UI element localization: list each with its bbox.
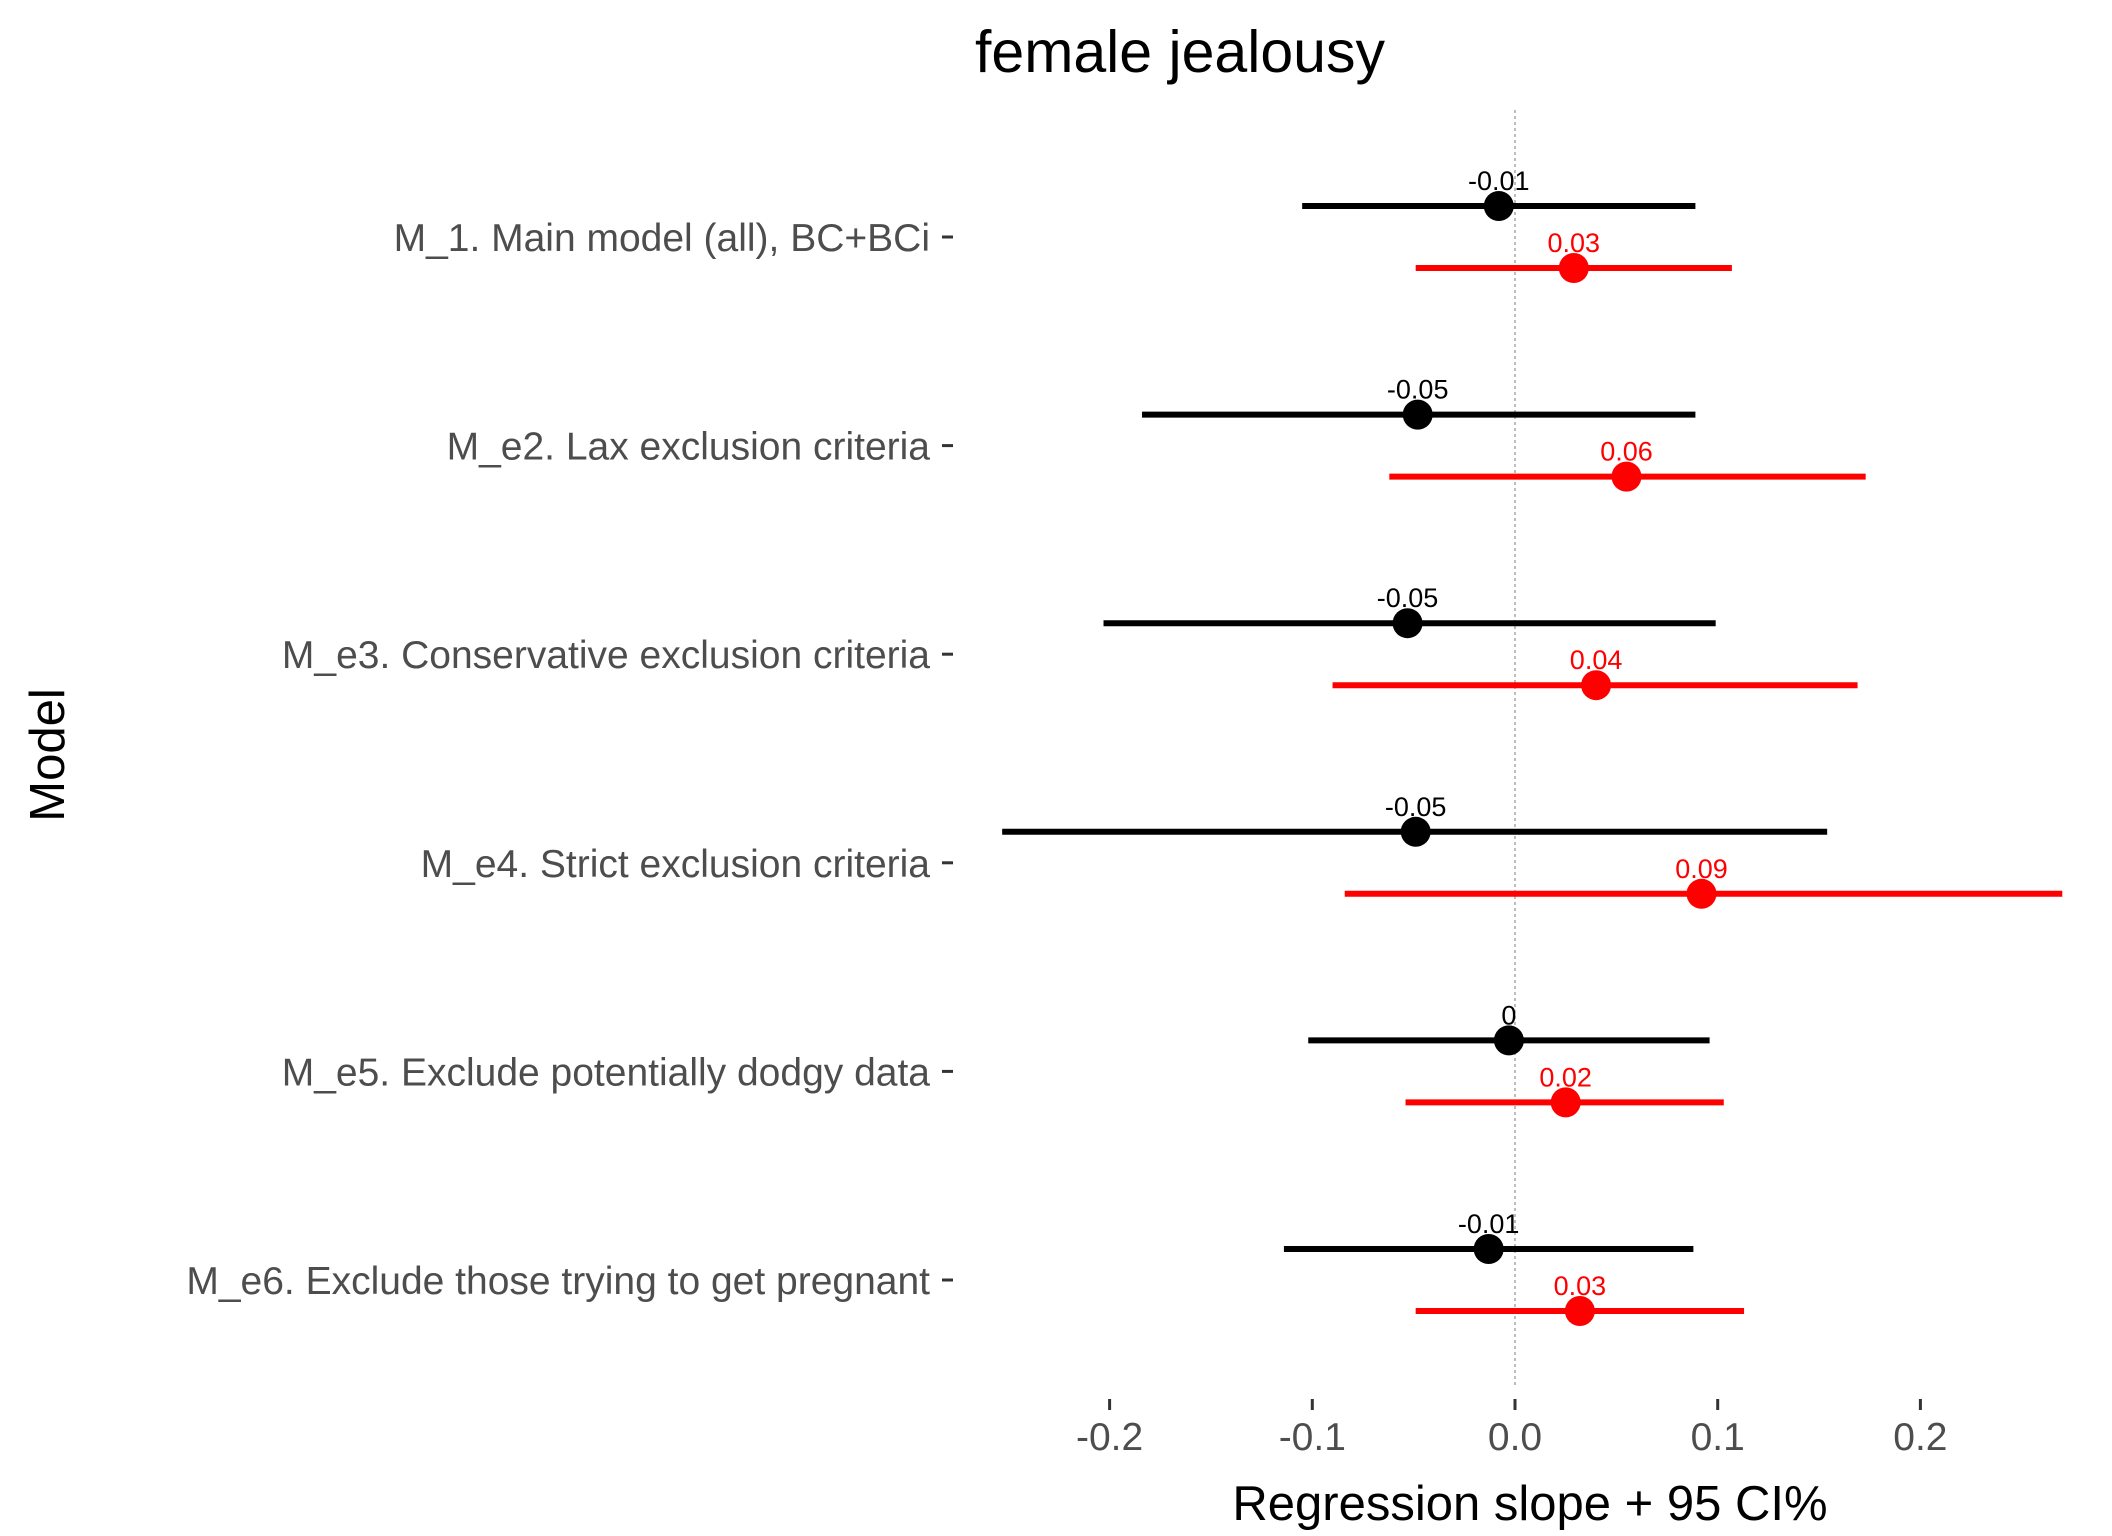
point-estimate xyxy=(1564,1296,1595,1326)
category-label: M_e3. Conservative exclusion criteria xyxy=(282,634,930,677)
point-estimate xyxy=(1392,608,1423,639)
data-label: -0.05 xyxy=(1385,792,1447,822)
point-estimate xyxy=(1581,670,1612,701)
data-label: -0.05 xyxy=(1377,583,1439,613)
x-tick-label: -0.2 xyxy=(1076,1416,1143,1459)
data-label: -0.01 xyxy=(1468,166,1530,196)
data-label: 0.03 xyxy=(1548,228,1601,258)
x-tick-label: 0.1 xyxy=(1691,1416,1745,1459)
y-axis-title: Model xyxy=(21,688,75,821)
category-label: M_e5. Exclude potentially dodgy data xyxy=(282,1051,931,1094)
point-estimate xyxy=(1493,1025,1524,1056)
x-tick-label: 0.2 xyxy=(1893,1416,1947,1459)
point-estimate xyxy=(1686,878,1717,909)
category-label: M_e6. Exclude those trying to get pregna… xyxy=(186,1260,930,1303)
data-label: 0.02 xyxy=(1539,1062,1592,1092)
data-label: 0.09 xyxy=(1675,854,1728,884)
data-label: 0.06 xyxy=(1600,437,1653,467)
x-tick-label: 0.0 xyxy=(1488,1416,1542,1459)
series-2: 0.03 0.06 0.04 0.09 0.02 0.03 xyxy=(1332,228,2063,1326)
series-1: -0.01 -0.05 -0.05 -0.05 0 -0.01 xyxy=(1002,166,1828,1264)
category-label: M_e4. Strict exclusion criteria xyxy=(421,843,931,886)
point-estimate xyxy=(1611,461,1642,492)
data-label: -0.05 xyxy=(1387,375,1449,405)
category-label: M_1. Main model (all), BC+BCi xyxy=(394,217,930,260)
series-layer: -0.01-0.05-0.05-0.050-0.010.030.060.040.… xyxy=(1002,166,2063,1326)
x-tick-label: -0.1 xyxy=(1279,1416,1346,1459)
x-axis-title: Regression slope + 95 CI% xyxy=(1232,1477,1827,1531)
x-axis: -0.2 -0.1 0.0 0.1 0.2 xyxy=(1076,1399,1948,1459)
category-axis: M_1. Main model (all), BC+BCi M_e2. Lax e… xyxy=(186,217,953,1303)
category-label: M_e2. Lax exclusion criteria xyxy=(447,426,931,469)
chart-title: female jealousy xyxy=(975,19,1385,85)
data-label: 0.04 xyxy=(1570,645,1623,675)
point-estimate xyxy=(1558,253,1589,283)
point-estimate xyxy=(1550,1087,1581,1118)
data-label: -0.01 xyxy=(1458,1209,1520,1239)
point-estimate xyxy=(1400,816,1431,847)
point-estimate xyxy=(1402,399,1433,430)
point-estimate xyxy=(1473,1234,1504,1264)
point-estimate xyxy=(1483,191,1514,221)
data-label: 0 xyxy=(1501,1000,1516,1030)
data-label: 0.03 xyxy=(1554,1271,1607,1301)
